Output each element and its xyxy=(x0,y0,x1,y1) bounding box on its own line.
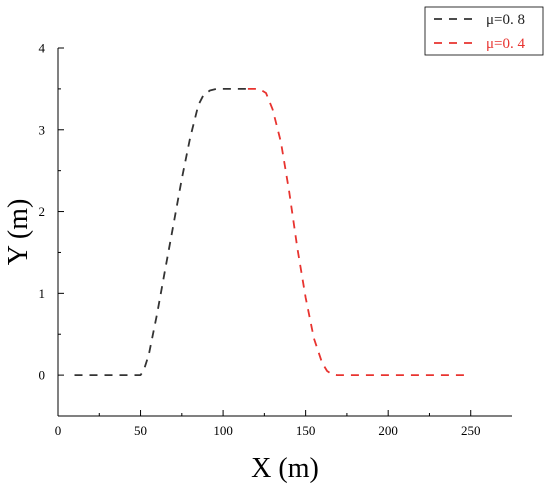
x-tick-label: 150 xyxy=(296,423,316,438)
x-axis-title: X (m) xyxy=(251,453,319,484)
y-tick-label: 1 xyxy=(39,286,46,301)
x-tick-label: 0 xyxy=(55,423,62,438)
x-tick-label: 200 xyxy=(378,423,398,438)
y-tick-label: 3 xyxy=(39,122,46,137)
y-axis-ticks: 0 1 2 3 4 xyxy=(39,41,64,417)
series-line-2 xyxy=(247,88,468,377)
x-axis-ticks: 0 50 100 150 200 250 xyxy=(55,410,481,438)
y-axis-title: Y (m) xyxy=(3,199,34,266)
series-layer xyxy=(74,88,468,377)
x-tick-label: 100 xyxy=(213,423,233,438)
x-tick-label: 250 xyxy=(461,423,481,438)
series-line-1 xyxy=(74,88,248,377)
y-tick-label: 2 xyxy=(39,204,46,219)
legend: μ=0. 8 μ=0. 4 xyxy=(424,6,544,56)
legend-label-series-2: μ=0. 4 xyxy=(486,36,526,52)
plot-frame xyxy=(57,48,512,417)
x-tick-label: 50 xyxy=(134,423,147,438)
legend-label-series-1: μ=0. 8 xyxy=(486,12,525,28)
y-tick-label: 4 xyxy=(39,41,46,56)
y-tick-label: 0 xyxy=(39,368,46,383)
legend-box xyxy=(424,6,544,56)
